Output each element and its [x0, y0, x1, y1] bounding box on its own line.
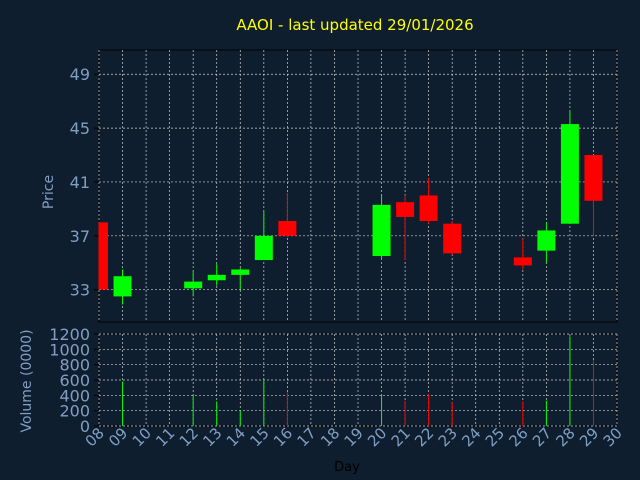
price-tick-label: 45: [70, 119, 90, 138]
candle-body: [419, 195, 438, 222]
volume-tick-label: 400: [59, 386, 90, 405]
candle-body: [278, 221, 297, 236]
volume-tick-label: 1200: [49, 325, 90, 344]
candle-body: [537, 230, 556, 251]
candlestick-series: [98, 110, 603, 305]
price-grid: [98, 50, 618, 322]
price-tick-label: 41: [70, 173, 90, 192]
candle-body: [560, 124, 579, 224]
candle-body: [372, 204, 391, 257]
volume-tick-label: 600: [59, 371, 90, 390]
candle-body: [231, 269, 250, 275]
volume-tick-label: 200: [59, 402, 90, 421]
candle-body: [99, 222, 108, 290]
candle-body: [443, 223, 462, 254]
candle-body: [113, 276, 132, 297]
x-tick-labels: 0809101112131415161718192021222324252627…: [82, 424, 626, 450]
price-axis-label: Price: [41, 175, 57, 209]
volume-tick-label: 800: [59, 356, 90, 375]
chart-title: AAOI - last updated 29/01/2026: [236, 16, 473, 34]
price-panel: 33 37 41 45 49 Price: [41, 49, 618, 323]
price-tick-labels: 33 37 41 45 49: [70, 65, 99, 300]
candle-body: [513, 257, 532, 266]
price-tick-label: 37: [70, 227, 90, 246]
candle-body: [584, 155, 603, 201]
candle-body: [254, 235, 273, 261]
volume-series: [122, 336, 594, 426]
candle-body: [207, 274, 226, 281]
candle-body: [396, 202, 415, 217]
price-tick-label: 49: [70, 65, 90, 84]
volume-tick-label: 0: [80, 417, 90, 436]
volume-tick-label: 1000: [49, 340, 90, 359]
price-tick-label: 33: [70, 281, 90, 300]
candle-body: [184, 281, 203, 289]
x-axis-label: Day: [334, 460, 360, 475]
volume-axis-label: Volume (0000): [19, 329, 35, 432]
